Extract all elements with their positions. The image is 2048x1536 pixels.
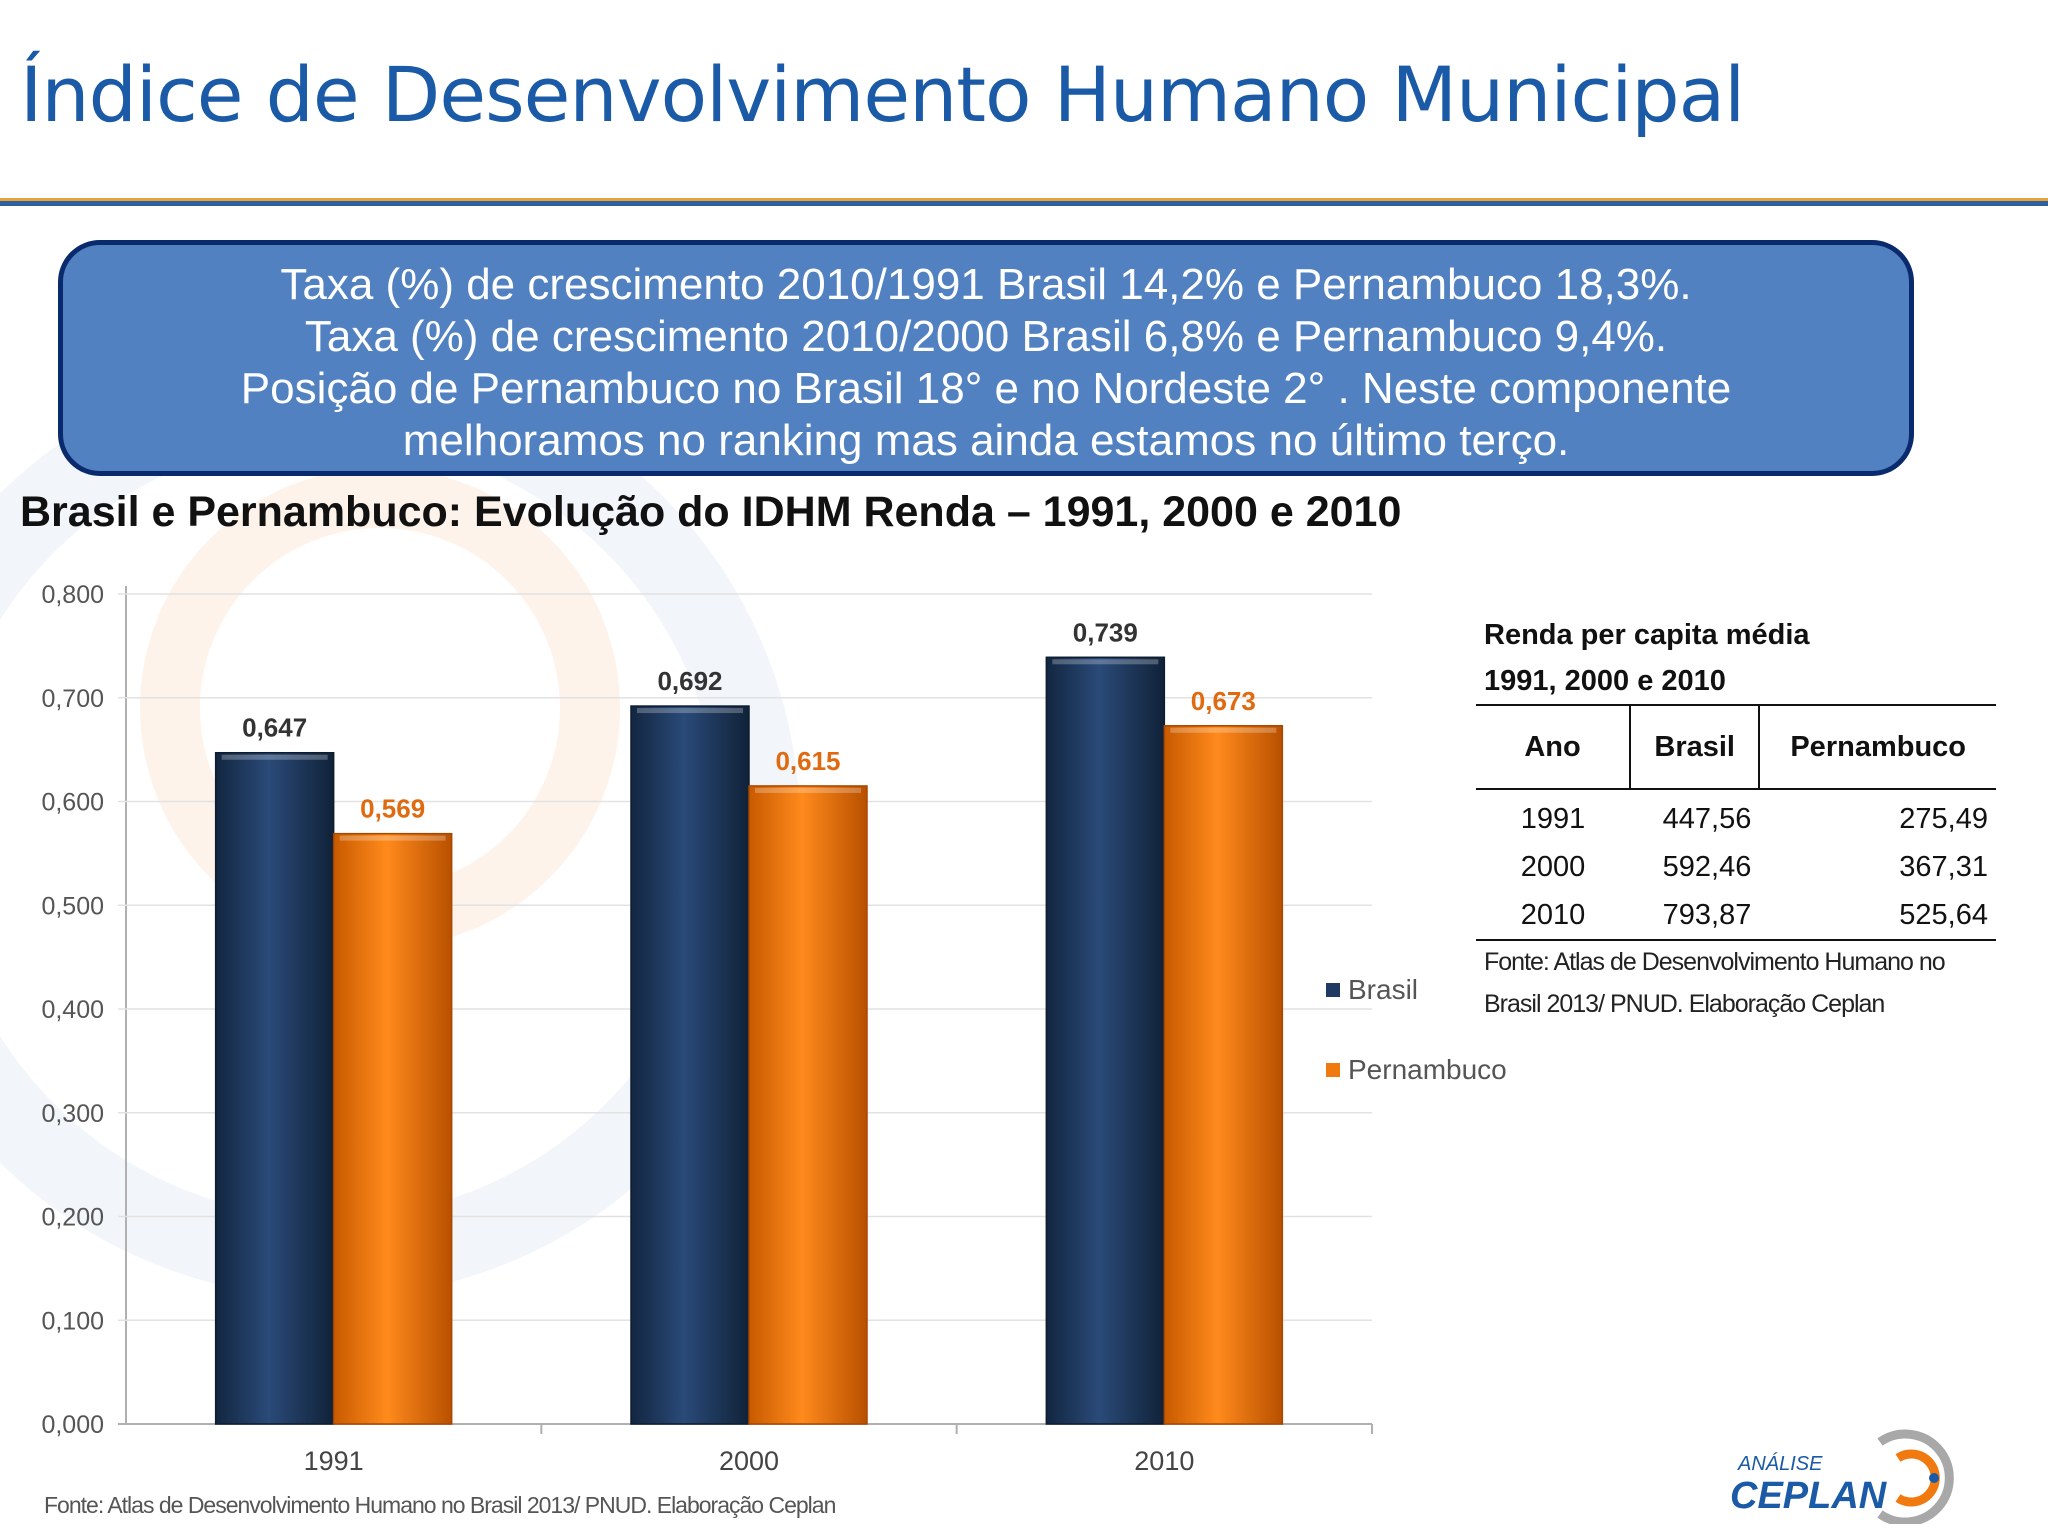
table-row: 2000 592,46 367,31 bbox=[1476, 843, 1996, 891]
x-tick-label: 1991 bbox=[304, 1446, 364, 1476]
legend-item-brasil: Brasil bbox=[1326, 950, 1507, 1030]
legend-label-pernambuco: Pernambuco bbox=[1348, 1054, 1507, 1085]
cell-pernambuco: 367,31 bbox=[1899, 850, 1988, 883]
data-label-pernambuco-2010: 0,673 bbox=[1191, 686, 1256, 716]
legend-item-pernambuco: Pernambuco bbox=[1326, 1030, 1507, 1110]
cell-brasil: 592,46 bbox=[1662, 850, 1752, 883]
y-tick-label: 0,600 bbox=[41, 789, 104, 817]
ceplan-logo: ANÁLISE CEPLAN bbox=[1730, 1429, 1954, 1524]
data-label-brasil-2010: 0,739 bbox=[1073, 617, 1138, 647]
bar-pernambuco-2010 bbox=[1163, 725, 1284, 1425]
renda-table-header-row: Ano Brasil Pernambuco bbox=[1476, 705, 1996, 789]
renda-header-pernambuco: Pernambuco bbox=[1758, 705, 1996, 789]
bars-layer bbox=[214, 656, 1284, 1425]
bar-brasil-1991 bbox=[214, 751, 335, 1425]
cell-ano: 2000 bbox=[1520, 850, 1586, 883]
bar-brasil-2010 bbox=[1045, 656, 1166, 1425]
summary-line-2: Taxa (%) de crescimento 2010/2000 Brasil… bbox=[304, 312, 1668, 361]
title-divider bbox=[0, 198, 2048, 206]
renda-per-capita-panel: Renda per capita média 1991, 2000 e 2010… bbox=[1476, 612, 1996, 1025]
legend-label-brasil: Brasil bbox=[1348, 974, 1419, 1005]
y-tick-label: 0,100 bbox=[41, 1307, 104, 1335]
y-tick-label: 0,800 bbox=[41, 581, 104, 609]
y-tick-label: 0,400 bbox=[41, 996, 104, 1024]
chart-legend: Brasil Pernambuco bbox=[1326, 950, 1507, 1110]
bar-highlight bbox=[221, 754, 328, 760]
cell-ano: 2010 bbox=[1476, 891, 1630, 941]
summary-line-4: melhoramos no ranking mas ainda estamos … bbox=[402, 416, 1570, 465]
bar-highlight bbox=[637, 708, 743, 714]
cell-pernambuco: 525,64 bbox=[1759, 891, 1996, 941]
renda-table-title: Renda per capita média 1991, 2000 e 2010 bbox=[1476, 612, 1996, 704]
data-label-pernambuco-1991: 0,569 bbox=[360, 794, 425, 824]
renda-table: Ano Brasil Pernambuco 1991 447,56 275,49… bbox=[1476, 704, 1996, 941]
bar-highlight bbox=[1170, 727, 1277, 733]
bar-pernambuco-2000 bbox=[748, 785, 868, 1425]
cell-pernambuco: 275,49 bbox=[1899, 802, 1988, 835]
renda-title-line-2: 1991, 2000 e 2010 bbox=[1484, 665, 1726, 697]
renda-source-line-2: Brasil 2013/ PNUD. Elaboração Ceplan bbox=[1484, 990, 1885, 1018]
renda-header-ano: Ano bbox=[1524, 730, 1581, 763]
renda-source-line-1: Fonte: Atlas de Desenvolvimento Humano n… bbox=[1484, 948, 1946, 976]
y-tick-label: 0,300 bbox=[41, 1100, 104, 1128]
bar-brasil-2000 bbox=[630, 705, 750, 1425]
y-tick-label: 0,200 bbox=[41, 1204, 104, 1232]
cell-brasil: 447,56 bbox=[1662, 802, 1752, 835]
data-label-pernambuco-2000: 0,615 bbox=[775, 746, 840, 776]
chart-source-note: Fonte: Atlas de Desenvolvimento Humano n… bbox=[44, 1492, 836, 1518]
summary-line-1: Taxa (%) de crescimento 2010/1991 Brasil… bbox=[280, 260, 1692, 309]
y-tick-label: 0,000 bbox=[41, 1411, 104, 1439]
labels-layer: 0,000 0,100 0,200 0,300 0,400 0,500 0,600 0,700… bbox=[41, 581, 1255, 1476]
bar-pernambuco-1991 bbox=[332, 832, 453, 1425]
y-tick-label: 0,700 bbox=[41, 685, 104, 713]
cell-brasil: 793,87 bbox=[1630, 891, 1760, 941]
bar-highlight bbox=[339, 835, 446, 841]
chart-heading: Brasil e Pernambuco: Evolução do IDHM Re… bbox=[20, 488, 1402, 536]
growth-summary-box: Taxa (%) de crescimento 2010/1991 Brasil… bbox=[58, 240, 1914, 476]
table-row: 1991 447,56 275,49 bbox=[1476, 789, 1996, 843]
bar-highlight bbox=[755, 787, 861, 793]
logo-analise-text: ANÁLISE bbox=[1737, 1452, 1823, 1475]
legend-swatch-pernambuco bbox=[1326, 1063, 1340, 1077]
data-label-brasil-2000: 0,692 bbox=[657, 666, 722, 696]
table-row: 2010 793,87 525,64 bbox=[1476, 891, 1996, 941]
x-tick-label: 2010 bbox=[1134, 1446, 1194, 1476]
logo-ceplan-text: CEPLAN bbox=[1730, 1475, 1888, 1517]
data-label-brasil-1991: 0,647 bbox=[242, 713, 307, 743]
renda-header-brasil: Brasil bbox=[1628, 705, 1760, 789]
summary-line-3: Posição de Pernambuco no Brasil 18° e no… bbox=[240, 364, 1732, 413]
idhm-renda-bar-chart: 0,000 0,100 0,200 0,300 0,400 0,500 0,600 0,700… bbox=[41, 581, 1373, 1476]
renda-table-source: Fonte: Atlas de Desenvolvimento Humano n… bbox=[1476, 941, 1996, 1025]
x-tick-label: 2000 bbox=[719, 1446, 779, 1476]
renda-title-line-1: Renda per capita média bbox=[1484, 619, 1810, 651]
slide-title: Índice de Desenvolvimento Humano Municip… bbox=[20, 50, 1745, 139]
bar-highlight bbox=[1052, 659, 1159, 665]
y-tick-label: 0,500 bbox=[41, 892, 104, 920]
legend-swatch-brasil bbox=[1326, 983, 1340, 997]
cell-ano: 1991 bbox=[1520, 802, 1586, 835]
